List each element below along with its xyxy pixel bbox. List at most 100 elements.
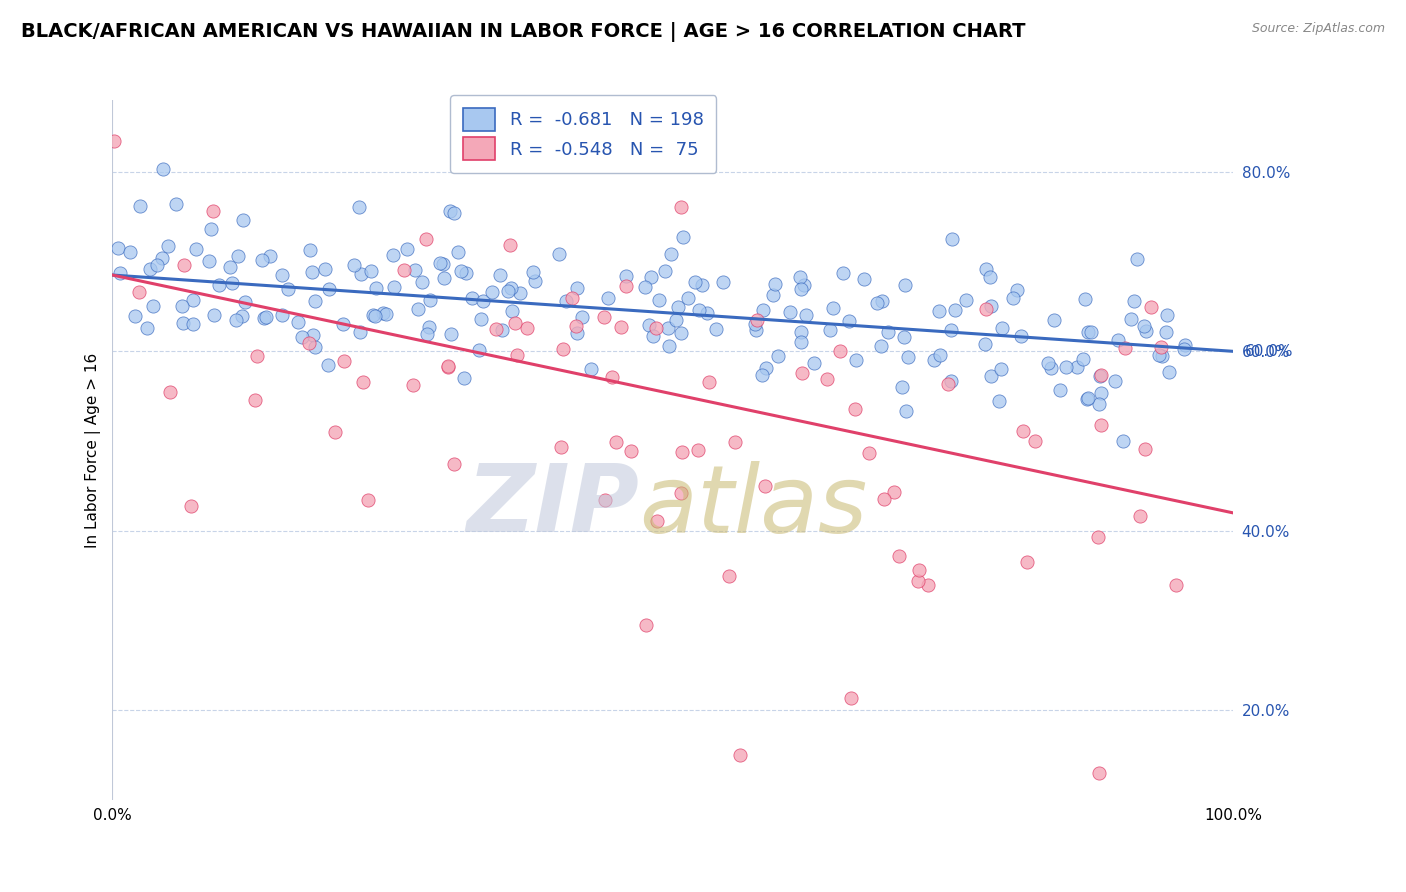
Point bbox=[980, 369, 1002, 384]
Point bbox=[277, 282, 299, 296]
Point bbox=[870, 293, 893, 308]
Point bbox=[1077, 391, 1099, 405]
Point bbox=[318, 282, 340, 296]
Point bbox=[323, 425, 346, 439]
Point bbox=[763, 277, 786, 291]
Point bbox=[396, 242, 419, 256]
Point bbox=[870, 339, 893, 353]
Point bbox=[253, 311, 276, 326]
Point bbox=[672, 230, 695, 244]
Point bbox=[183, 293, 205, 307]
Point bbox=[990, 362, 1012, 376]
Point bbox=[974, 261, 997, 276]
Point bbox=[357, 492, 380, 507]
Point bbox=[754, 479, 776, 493]
Point bbox=[429, 256, 451, 270]
Point bbox=[1135, 325, 1157, 339]
Point bbox=[866, 296, 889, 310]
Point bbox=[506, 348, 529, 362]
Point bbox=[872, 492, 894, 507]
Point bbox=[233, 295, 256, 310]
Point bbox=[1174, 338, 1197, 352]
Point bbox=[686, 442, 709, 457]
Point bbox=[1010, 329, 1032, 343]
Point bbox=[634, 617, 657, 632]
Point bbox=[745, 322, 768, 336]
Point bbox=[501, 304, 523, 318]
Point bbox=[890, 380, 912, 394]
Point bbox=[170, 299, 193, 313]
Point bbox=[1076, 392, 1098, 407]
Point bbox=[318, 358, 340, 372]
Point bbox=[567, 326, 589, 340]
Point bbox=[485, 322, 508, 336]
Text: atlas: atlas bbox=[640, 460, 868, 551]
Point bbox=[979, 269, 1001, 284]
Point bbox=[202, 308, 225, 322]
Point bbox=[411, 275, 433, 289]
Point bbox=[381, 248, 404, 262]
Point bbox=[523, 274, 546, 288]
Point bbox=[301, 265, 323, 279]
Point bbox=[794, 308, 817, 322]
Point bbox=[472, 293, 495, 308]
Point bbox=[762, 287, 785, 301]
Point bbox=[1049, 383, 1071, 397]
Point bbox=[404, 263, 426, 277]
Point bbox=[197, 253, 219, 268]
Point bbox=[259, 249, 281, 263]
Point bbox=[565, 281, 588, 295]
Point bbox=[907, 574, 929, 588]
Point bbox=[461, 291, 484, 305]
Point bbox=[803, 356, 825, 370]
Point bbox=[633, 279, 655, 293]
Point bbox=[172, 316, 194, 330]
Point bbox=[181, 317, 204, 331]
Point bbox=[553, 342, 575, 356]
Point bbox=[561, 291, 583, 305]
Point bbox=[108, 266, 131, 280]
Point bbox=[1147, 348, 1170, 362]
Point bbox=[1126, 252, 1149, 266]
Point bbox=[1156, 308, 1178, 322]
Point bbox=[468, 343, 491, 357]
Point bbox=[550, 440, 572, 454]
Point bbox=[225, 312, 247, 326]
Point bbox=[1090, 417, 1112, 432]
Point bbox=[394, 263, 416, 277]
Point bbox=[1122, 293, 1144, 308]
Point bbox=[250, 252, 273, 267]
Point bbox=[218, 260, 240, 274]
Text: Source: ZipAtlas.com: Source: ZipAtlas.com bbox=[1251, 22, 1385, 36]
Point bbox=[638, 318, 661, 332]
Point bbox=[897, 350, 920, 364]
Point bbox=[614, 279, 637, 293]
Point bbox=[605, 435, 627, 450]
Point bbox=[928, 304, 950, 318]
Point bbox=[752, 302, 775, 317]
Point bbox=[291, 330, 314, 344]
Point bbox=[432, 271, 454, 285]
Point bbox=[645, 514, 668, 528]
Point bbox=[828, 343, 851, 358]
Point bbox=[669, 326, 692, 340]
Point bbox=[180, 499, 202, 513]
Point bbox=[751, 368, 773, 382]
Point bbox=[696, 306, 718, 320]
Point bbox=[120, 245, 142, 260]
Point bbox=[364, 281, 387, 295]
Point bbox=[640, 270, 662, 285]
Point bbox=[821, 301, 844, 316]
Point bbox=[135, 321, 157, 335]
Point bbox=[447, 244, 470, 259]
Point bbox=[598, 291, 620, 305]
Point bbox=[406, 301, 429, 316]
Point bbox=[1043, 313, 1066, 327]
Point bbox=[1133, 318, 1156, 333]
Point bbox=[450, 264, 472, 278]
Point bbox=[941, 232, 963, 246]
Point bbox=[297, 335, 319, 350]
Point bbox=[107, 241, 129, 255]
Point bbox=[150, 251, 173, 265]
Point bbox=[124, 309, 146, 323]
